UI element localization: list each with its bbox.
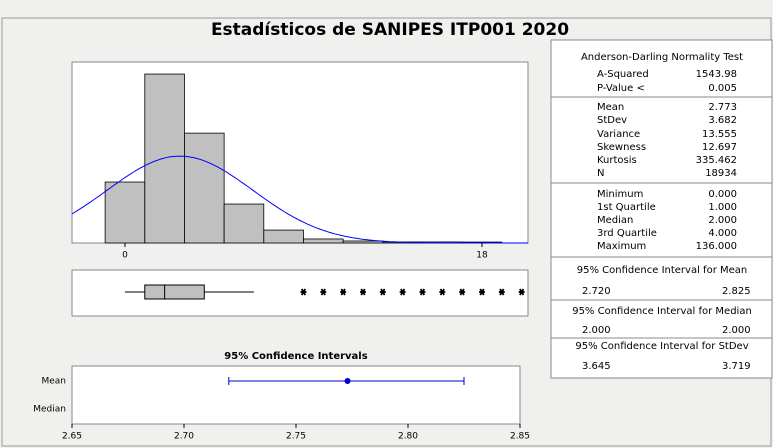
stat-value: 1543.98: [696, 69, 737, 80]
bar: [223, 203, 265, 244]
interval-low: 3.645: [582, 361, 611, 372]
outlier: [459, 288, 466, 296]
stat-value: 335.462: [696, 155, 737, 166]
interval-low: 2.000: [582, 325, 611, 336]
outlier: [359, 288, 366, 296]
bar: [104, 181, 146, 244]
outlier: [439, 288, 446, 296]
stat-value: 0.005: [708, 83, 737, 94]
interval-heading: 95% Confidence Interval for Mean: [577, 265, 747, 276]
stat-value: 136.000: [696, 241, 737, 252]
test-title: Anderson-Darling Normality Test: [581, 52, 743, 63]
interval-low: 2.720: [582, 286, 611, 297]
boxplot-panel: [71, 269, 529, 317]
x-tick-label: 2.80: [398, 432, 418, 442]
stats-panel: [550, 39, 773, 379]
stat-value: 18934: [705, 168, 737, 179]
stat-name: Minimum: [597, 189, 643, 200]
stat-name: Skewness: [597, 142, 646, 153]
stat-name: P-Value <: [597, 83, 645, 94]
bar: [263, 229, 304, 244]
stat-name: 3rd Quartile: [597, 228, 657, 239]
stat-value: 4.000: [708, 228, 737, 239]
bar: [303, 238, 344, 244]
stat-value: 1.000: [708, 202, 737, 213]
bar: [342, 240, 384, 244]
stat-value: 2.773: [708, 102, 737, 113]
interval-heading: 95% Confidence Interval for Median: [572, 306, 752, 317]
stat-value: 13.555: [702, 129, 737, 140]
stat-value: 2.000: [708, 215, 737, 226]
stat-value: 12.697: [702, 142, 737, 153]
outlier: [419, 288, 426, 296]
stat-name: 1st Quartile: [597, 202, 656, 213]
interval-high: 3.719: [722, 361, 751, 372]
interval-high: 2.825: [722, 286, 751, 297]
outlier: [518, 288, 525, 296]
stat-name: Kurtosis: [597, 155, 637, 166]
outlier: [399, 288, 406, 296]
outlier: [320, 288, 327, 296]
interval-center: [344, 378, 351, 384]
interval-heading: 95% Confidence Interval for StDev: [575, 341, 748, 352]
outlier: [340, 288, 347, 296]
x-tick-label: 2.85: [510, 432, 530, 442]
stat-name: A-Squared: [597, 69, 649, 80]
x-tick-label: 2.75: [286, 432, 306, 442]
stat-name: Mean: [597, 102, 624, 113]
row-label: Mean: [41, 377, 66, 387]
row-label: Median: [33, 405, 66, 415]
outlier: [300, 288, 307, 296]
interval-panel: [71, 365, 521, 425]
x-tick-label: 18: [476, 251, 488, 261]
interval-high: 2.000: [722, 325, 751, 336]
stat-name: N: [597, 168, 604, 179]
stat-name: Maximum: [597, 241, 646, 252]
x-tick-label: 0: [122, 251, 128, 261]
outlier: [478, 288, 485, 296]
outlier: [379, 288, 386, 296]
stat-name: StDev: [597, 115, 627, 126]
stat-name: Median: [597, 215, 633, 226]
normal-fit: [71, 155, 528, 244]
chart-title: Estadísticos de SANIPES ITP001 2020: [211, 20, 569, 40]
stat-value: 0.000: [708, 189, 737, 200]
box: [144, 284, 205, 300]
interval-title: 95% Confidence Intervals: [224, 351, 367, 362]
x-tick-label: 2.70: [174, 432, 194, 442]
bar: [184, 132, 225, 244]
x-tick-label: 2.65: [62, 432, 82, 442]
outlier: [498, 288, 505, 296]
stat-name: Variance: [597, 129, 640, 140]
stat-value: 3.682: [708, 115, 737, 126]
